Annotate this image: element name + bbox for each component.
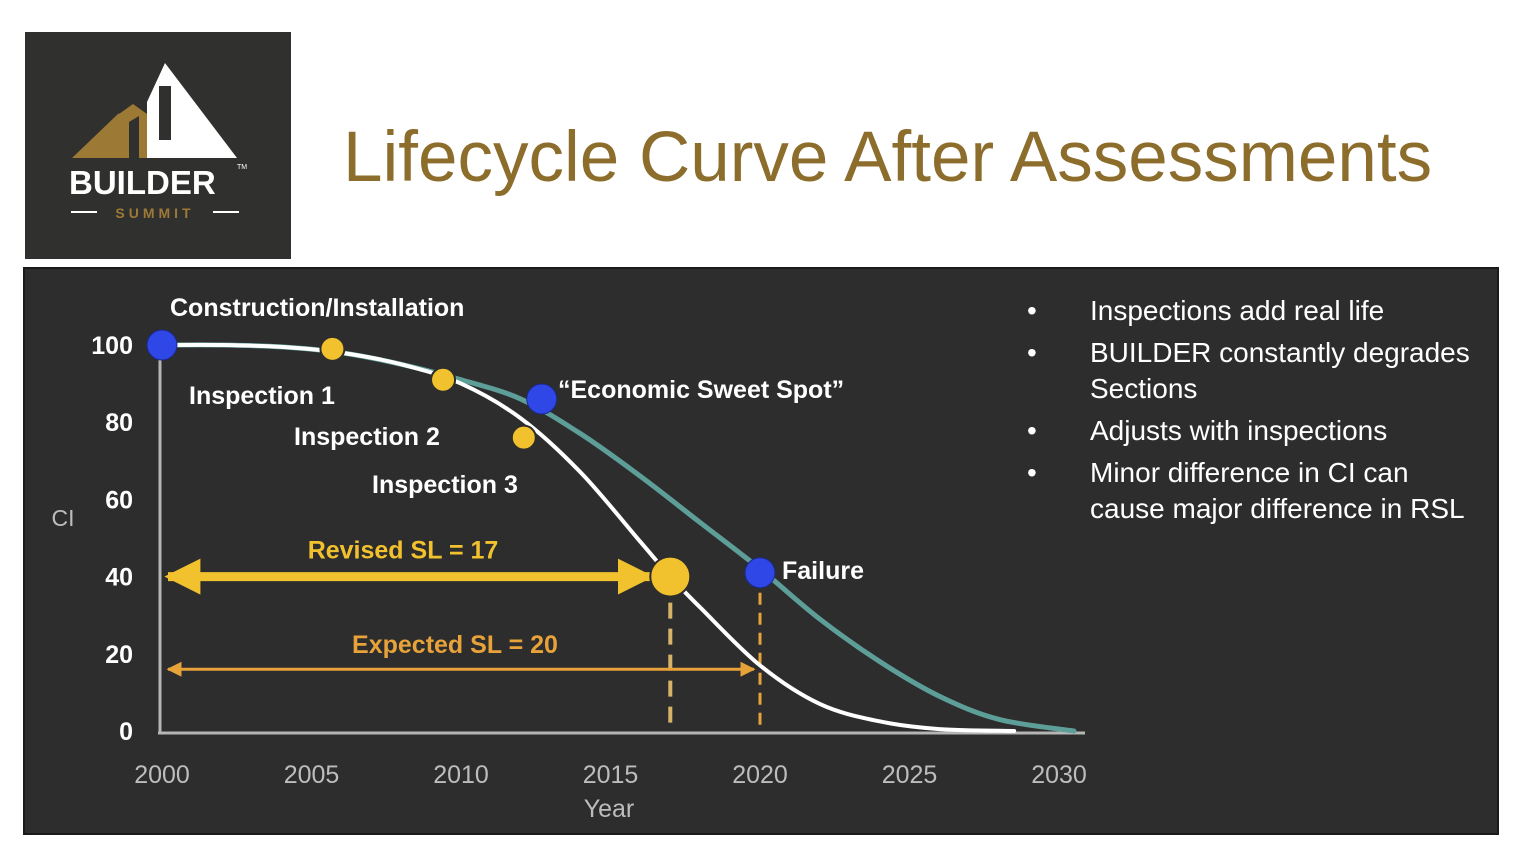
bullet-dot: • — [1027, 337, 1037, 368]
milestone-point — [744, 557, 776, 589]
revised-failure-point — [649, 555, 692, 598]
expected_sl-label: Expected SL = 20 — [352, 631, 558, 659]
logo-tagline: SUMMIT — [115, 205, 194, 221]
milestone-point — [146, 329, 178, 361]
logo-mountain-gold — [72, 113, 119, 158]
logo-mark: BUILDER TM SUMMIT — [69, 63, 247, 221]
chart-panel: 0 20 40 60 80 100 2000 2005 2010 2015 2020 2025 203… — [23, 267, 1499, 835]
service-life-arrows — [164, 558, 756, 677]
bullet-dot: • — [1027, 457, 1037, 488]
bullet-text: Inspections add real life — [1090, 295, 1385, 326]
bullet-list: • Inspections add real life • BUILDER cons… — [1027, 293, 1487, 533]
logo-window — [159, 86, 171, 140]
bullet-dot: • — [1027, 415, 1037, 446]
chart-point-labels: Revised SL = 17 Expected SL = 20 Construct… — [170, 294, 864, 659]
x-axis-label: Year — [584, 795, 635, 823]
y-tick-labels: 0 20 40 60 80 100 — [91, 332, 133, 746]
y-axis-label: CI — [52, 505, 75, 531]
bullet-text: BUILDER constantly degrades Sections — [1090, 337, 1470, 404]
bullet-text: Minor difference in CI can cause major d… — [1090, 457, 1465, 524]
inspection-point — [430, 366, 457, 393]
inspection-label: Inspection 2 — [294, 423, 440, 451]
y-tick-label: 20 — [105, 641, 133, 669]
x-tick-label: 2005 — [284, 761, 340, 789]
milestone-point — [526, 383, 558, 415]
bullet-item: • Inspections add real life — [1027, 293, 1487, 329]
slide-title: Lifecycle Curve After Assessments — [343, 118, 1433, 197]
logo-trademark: TM — [237, 164, 247, 171]
x-tick-label: 2015 — [583, 761, 639, 789]
x-tick-label: 2010 — [433, 761, 489, 789]
chart-points — [146, 329, 776, 598]
x-tick-label: 2025 — [882, 761, 938, 789]
bullet-dot: • — [1027, 295, 1037, 326]
inspection-label: Inspection 1 — [189, 382, 335, 410]
y-tick-label: 40 — [105, 564, 133, 592]
inspection-label: Inspection 3 — [372, 471, 518, 499]
x-tick-label: 2000 — [134, 761, 190, 789]
bullet-item: • Adjusts with inspections — [1027, 413, 1487, 449]
inspection-point — [510, 424, 537, 451]
logo-name: BUILDER — [69, 164, 216, 201]
builder-summit-logo: BUILDER TM SUMMIT — [25, 32, 291, 259]
milestone-label: “Economic Sweet Spot” — [558, 376, 844, 404]
y-tick-label: 60 — [105, 486, 133, 514]
x-tick-label: 2030 — [1031, 761, 1087, 789]
y-tick-label: 0 — [119, 718, 133, 746]
milestone-label: Failure — [782, 557, 864, 585]
bullet-item: • BUILDER constantly degrades Sections — [1027, 335, 1487, 407]
x-tick-labels: 2000 2005 2010 2015 2020 2025 2030 — [134, 761, 1087, 789]
inspection-point — [319, 335, 346, 362]
milestone-label: Construction/Installation — [170, 294, 464, 322]
bullet-item: • Minor difference in CI can cause major … — [1027, 455, 1487, 527]
y-tick-label: 80 — [105, 409, 133, 437]
logo-window — [129, 116, 139, 158]
bullet-text: Adjusts with inspections — [1090, 415, 1388, 446]
lifecycle-chart: 0 20 40 60 80 100 2000 2005 2010 2015 2020 2025 203… — [52, 294, 1087, 823]
y-tick-label: 100 — [91, 332, 133, 360]
dashed-guides — [668, 572, 762, 731]
x-tick-label: 2020 — [732, 761, 788, 789]
revised_sl-label: Revised SL = 17 — [308, 537, 499, 565]
